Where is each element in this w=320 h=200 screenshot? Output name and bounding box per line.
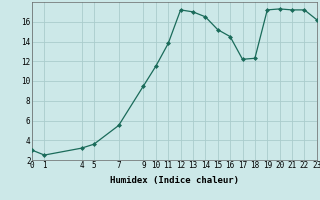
X-axis label: Humidex (Indice chaleur): Humidex (Indice chaleur): [110, 176, 239, 185]
